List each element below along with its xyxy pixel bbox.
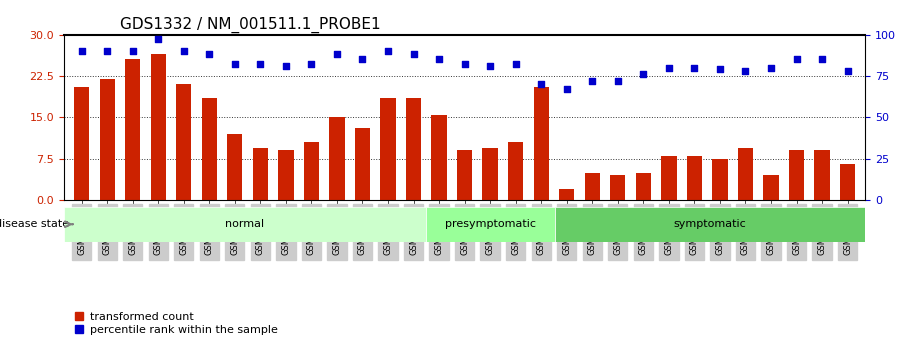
Bar <box>610 175 626 200</box>
Bar <box>252 148 268 200</box>
Bar <box>559 189 575 200</box>
Bar <box>406 98 421 200</box>
Text: GDS1332 / NM_001511.1_PROBE1: GDS1332 / NM_001511.1_PROBE1 <box>120 17 381 33</box>
Point <box>585 78 599 83</box>
Bar <box>432 115 446 200</box>
Bar <box>176 84 191 200</box>
Point <box>687 65 701 70</box>
Point <box>457 61 472 67</box>
Point <box>661 65 676 70</box>
Point <box>202 52 217 57</box>
Text: presymptomatic: presymptomatic <box>445 219 536 229</box>
Text: normal: normal <box>225 219 264 229</box>
Bar <box>303 142 319 200</box>
Bar <box>483 148 497 200</box>
Bar <box>763 175 779 200</box>
Bar <box>636 172 651 200</box>
Point <box>381 48 395 54</box>
Point <box>177 48 191 54</box>
Bar <box>125 59 140 200</box>
Bar <box>354 128 370 200</box>
Point <box>610 78 625 83</box>
Bar <box>814 150 830 200</box>
Point <box>355 57 370 62</box>
Point <box>636 71 650 77</box>
Point <box>100 48 115 54</box>
Bar <box>712 159 728 200</box>
Bar <box>585 172 600 200</box>
Bar <box>99 79 115 200</box>
Bar <box>661 156 677 200</box>
Point <box>508 61 523 67</box>
Bar <box>840 164 855 200</box>
Point <box>75 48 89 54</box>
Point <box>304 61 319 67</box>
Point <box>840 68 855 74</box>
Bar <box>687 156 702 200</box>
Point <box>228 61 242 67</box>
Point <box>712 67 727 72</box>
Bar <box>227 134 242 200</box>
Legend: transformed count, percentile rank within the sample: transformed count, percentile rank withi… <box>69 307 282 339</box>
FancyBboxPatch shape <box>425 207 555 242</box>
Bar <box>738 148 753 200</box>
Bar <box>329 117 344 200</box>
Point <box>789 57 804 62</box>
Point <box>406 52 421 57</box>
FancyBboxPatch shape <box>64 207 425 242</box>
Text: symptomatic: symptomatic <box>674 219 747 229</box>
Bar <box>508 142 523 200</box>
Point <box>279 63 293 69</box>
Point <box>559 86 574 92</box>
Point <box>432 57 446 62</box>
Point <box>126 48 140 54</box>
Bar <box>201 98 217 200</box>
Bar <box>278 150 293 200</box>
Point <box>738 68 752 74</box>
Point <box>534 81 548 87</box>
Text: disease state: disease state <box>0 219 69 229</box>
Bar <box>457 150 472 200</box>
Bar <box>381 98 395 200</box>
Point <box>763 65 778 70</box>
Point <box>151 37 166 42</box>
Bar <box>789 150 804 200</box>
Bar <box>74 87 89 200</box>
Point <box>814 57 829 62</box>
Bar <box>150 54 166 200</box>
Point <box>483 63 497 69</box>
Point <box>330 52 344 57</box>
FancyBboxPatch shape <box>555 207 865 242</box>
Point <box>253 61 268 67</box>
Bar <box>534 87 548 200</box>
